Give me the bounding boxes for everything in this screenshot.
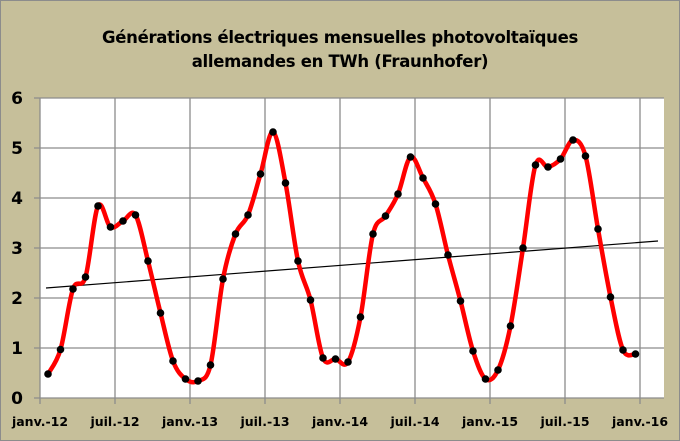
data-point <box>69 285 77 293</box>
y-tick-label: 1 <box>11 339 23 359</box>
data-point <box>319 354 327 362</box>
data-point <box>456 297 465 305</box>
data-point <box>106 223 115 231</box>
data-point <box>344 358 352 366</box>
chart-title: Générations électriques mensuelles photo… <box>0 26 680 74</box>
data-point <box>206 361 215 369</box>
data-point <box>194 377 202 385</box>
data-point <box>519 244 527 252</box>
data-point <box>531 161 540 169</box>
data-point <box>444 251 452 259</box>
data-point <box>481 375 490 383</box>
data-point <box>231 230 240 238</box>
trend-line <box>45 240 659 289</box>
data-point <box>469 347 477 355</box>
data-point <box>244 211 252 219</box>
x-tick-label: janv.-13 <box>161 414 218 429</box>
data-point <box>94 202 102 210</box>
gridlines <box>34 97 664 404</box>
data-point <box>631 350 640 358</box>
data-markers <box>44 128 640 385</box>
x-tick-label: janv.-15 <box>461 414 518 429</box>
chart-title-line-1: Générations électriques mensuelles photo… <box>101 28 578 47</box>
x-tick-label: juil.-14 <box>389 414 439 429</box>
y-tick-label: 4 <box>11 189 23 209</box>
y-tick-label: 6 <box>11 89 23 109</box>
x-tick-label: janv.-16 <box>611 414 668 429</box>
data-point <box>619 346 627 354</box>
x-tick-label: janv.-12 <box>11 414 68 429</box>
data-point <box>169 357 177 365</box>
data-point <box>544 163 552 171</box>
data-point <box>369 230 377 238</box>
data-point <box>606 293 615 301</box>
data-point <box>331 355 340 363</box>
data-point <box>156 309 165 317</box>
x-tick-label: juil.-12 <box>89 414 139 429</box>
chart-title-line-2: allemandes en TWh (Fraunhofer) <box>191 52 489 71</box>
y-axis: 0 1 2 3 4 5 6 <box>11 89 23 409</box>
y-tick-label: 0 <box>11 389 23 409</box>
y-tick-label: 3 <box>11 239 23 259</box>
data-point <box>281 179 290 187</box>
data-point <box>81 273 90 281</box>
data-point <box>256 170 265 178</box>
data-point <box>294 257 302 265</box>
data-point <box>406 153 415 161</box>
data-point <box>44 370 52 378</box>
data-point <box>506 322 515 330</box>
data-point <box>569 136 577 144</box>
data-point <box>381 212 390 220</box>
data-point <box>394 190 402 198</box>
data-point <box>219 275 227 283</box>
data-point <box>269 128 277 136</box>
y-tick-label: 5 <box>11 139 23 159</box>
data-point <box>119 217 127 225</box>
data-point <box>594 225 602 233</box>
data-point <box>56 345 65 354</box>
y-tick-label: 2 <box>11 289 23 309</box>
data-point <box>131 211 140 219</box>
data-point <box>144 257 152 265</box>
data-point <box>356 313 365 321</box>
x-tick-label: juil.-15 <box>539 414 589 429</box>
data-point <box>181 375 190 383</box>
data-point <box>581 152 590 160</box>
data-point <box>419 174 427 182</box>
data-point <box>431 200 440 208</box>
data-point <box>494 366 502 374</box>
x-axis: janv.-12 juil.-12 janv.-13 juil.-13 janv.-14… <box>11 414 668 429</box>
data-point <box>556 155 565 163</box>
data-point <box>306 296 315 304</box>
x-tick-label: janv.-14 <box>311 414 368 429</box>
x-tick-label: juil.-13 <box>239 414 289 429</box>
